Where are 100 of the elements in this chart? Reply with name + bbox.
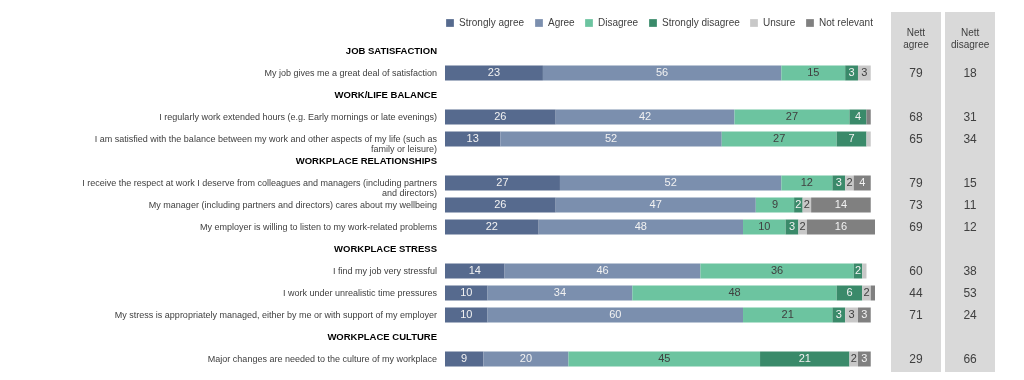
data-label: 9: [771, 198, 779, 210]
bar: [483, 351, 569, 367]
data-label: 56: [656, 66, 669, 78]
legend-label: Disagree: [598, 17, 639, 28]
data-label: 4: [854, 110, 862, 122]
data-label: 48: [634, 220, 647, 232]
bar: [487, 307, 744, 323]
bar: [500, 131, 722, 147]
data-label: 2: [863, 286, 870, 298]
y-tick-label: WORKPLACE CULTURE: [327, 331, 437, 342]
bar: [445, 285, 488, 301]
y-tick-label: I work under unrealistic time pressures: [282, 288, 438, 298]
data-label: 2: [799, 220, 806, 232]
data-label: 13: [466, 132, 479, 144]
bar: [781, 65, 846, 81]
data-label: 3: [848, 66, 855, 78]
data-label: 60: [609, 308, 622, 320]
data-label: 3: [835, 308, 842, 320]
data-label: 34: [963, 132, 978, 146]
data-label: 2: [854, 264, 862, 276]
bar: [734, 109, 850, 125]
data-label: 3: [788, 220, 796, 232]
y-tick-label: My manager (including partners and directors) cares about my wellbeing: [148, 200, 437, 210]
legend-label: Unsure: [763, 17, 796, 28]
y-tick-label: JOB SATISFACTION: [345, 45, 438, 56]
data-label: 4: [859, 176, 866, 188]
data-label: 21: [798, 352, 811, 364]
x-tick-label: Nett disagree: [950, 26, 990, 50]
data-label: 10: [460, 286, 473, 298]
data-label: 79: [909, 176, 923, 190]
data-label: 14: [468, 264, 481, 276]
data-label: 6: [846, 286, 853, 298]
bar: [853, 175, 871, 191]
data-label: 69: [909, 220, 923, 234]
bar: [760, 351, 850, 367]
data-label: 66: [963, 352, 978, 366]
bar: [811, 197, 871, 213]
y-tick-label: WORKPLACE RELATIONSHIPS: [295, 155, 437, 166]
data-label: 20: [519, 352, 533, 364]
data-label: 73: [909, 198, 923, 212]
bar: [781, 175, 833, 191]
data-label: 36: [770, 264, 784, 276]
bar: [445, 351, 484, 367]
data-label: 27: [496, 176, 509, 188]
y-tick-label: My job gives me a great deal of satisfaction: [264, 68, 437, 78]
data-label: 10: [460, 308, 473, 320]
data-label: 16: [834, 220, 848, 232]
y-tick-label: I receive the respect at work I deserve from colleagues and managers (including partners and directors): [82, 178, 438, 198]
data-label: 71: [909, 308, 923, 322]
data-label: 2: [850, 352, 857, 364]
data-label: 52: [664, 176, 677, 188]
bar: [755, 197, 795, 213]
bar: [555, 109, 735, 125]
data-label: 47: [649, 198, 662, 210]
data-label: 3: [861, 66, 868, 78]
legend-label: Not relevant: [819, 17, 874, 28]
bar: [445, 175, 560, 191]
bar: [721, 131, 837, 147]
legend-label: Strongly disagree: [662, 17, 741, 28]
bar: [568, 351, 761, 367]
data-label: 3: [848, 308, 855, 320]
y-tick-label: I am satisfied with the balance between my work and other aspects of my life (such as family or leisure): [94, 134, 438, 154]
bar: [504, 263, 701, 279]
data-label: 3: [835, 176, 842, 188]
data-label: 27: [773, 132, 786, 144]
data-label: 42: [638, 110, 652, 122]
bar: [700, 263, 854, 279]
data-label: 7: [848, 132, 855, 144]
data-label: 12: [963, 220, 978, 234]
data-label: 26: [494, 198, 507, 210]
y-tick-label: I find my job very stressful: [332, 266, 437, 276]
bar: [487, 285, 633, 301]
y-tick-label: My employer is willing to listen to my work-related problems: [199, 222, 438, 232]
bar: [445, 307, 488, 323]
data-label: 29: [909, 352, 923, 366]
data-label: 31: [963, 110, 978, 124]
data-label: 48: [728, 286, 741, 298]
bar: [866, 131, 871, 147]
data-label: 15: [963, 176, 978, 190]
data-label: 38: [963, 264, 978, 278]
data-label: 3: [861, 352, 868, 364]
data-label: 46: [596, 264, 609, 276]
data-label: 68: [909, 110, 923, 124]
bar: [445, 263, 505, 279]
bar: [870, 285, 875, 301]
bar: [632, 285, 837, 301]
bar: [445, 197, 556, 213]
bar: [862, 263, 867, 279]
data-label: 14: [834, 198, 848, 210]
y-tick-label: My stress is appropriately managed, either by me or with support of my employer: [114, 310, 437, 320]
bar: [559, 175, 782, 191]
data-label: 2: [795, 198, 802, 210]
data-label: 23: [487, 66, 501, 78]
data-label: 24: [963, 308, 978, 322]
bar: [836, 131, 867, 147]
bar: [445, 131, 501, 147]
data-label: 65: [909, 132, 923, 146]
bar: [806, 219, 875, 235]
data-label: 15: [807, 66, 820, 78]
data-label: 22: [485, 220, 498, 232]
